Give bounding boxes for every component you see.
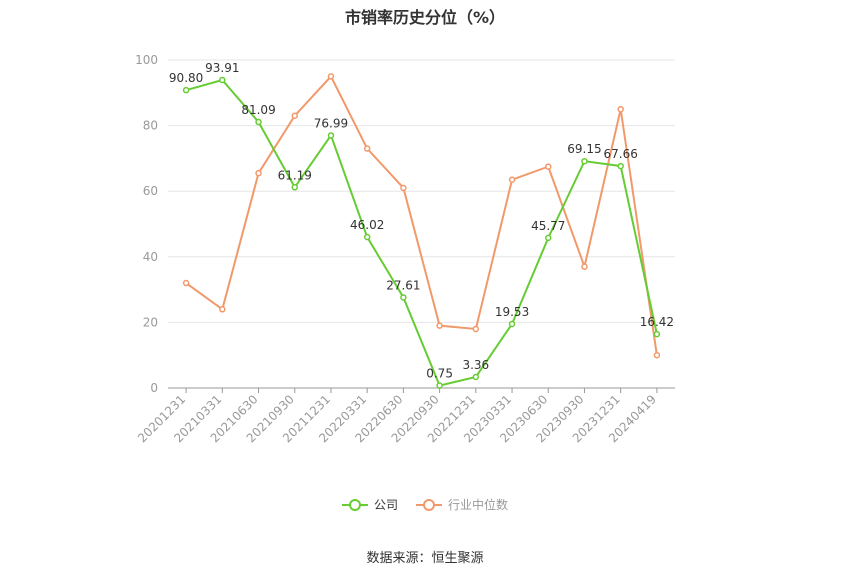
y-tick-label: 80 [143,119,158,133]
company-data-label: 46.02 [350,218,384,232]
company-point [508,320,516,328]
axis-layer: 0204060801002020123120210331202106302021… [135,53,675,445]
industry-median-point [219,306,226,313]
company-point [472,373,480,381]
company-point [653,330,661,338]
company-line [185,78,658,387]
company-data-label: 45.77 [531,219,565,233]
grid-layer [168,59,675,323]
industry-median-point [617,105,624,113]
industry-median-point [545,163,552,170]
legend-item-company[interactable]: 公司 [341,496,398,513]
industry-median-point [363,145,371,152]
company-data-label: 76.99 [314,116,348,130]
company-point [291,184,298,191]
legend-company-label: 公司 [373,498,398,512]
industry-median-point [327,73,335,80]
company-point [327,132,335,139]
company-point [363,233,371,241]
y-tick-label: 40 [143,250,158,264]
company-point [182,86,190,94]
industry-median-point [400,184,407,192]
legend-item-industry-median[interactable]: 行业中位数 [416,496,508,513]
company-point [219,76,226,84]
company-point [255,118,262,126]
y-tick-label: 60 [143,184,158,198]
company-data-label: 61.19 [278,168,312,182]
industry-median-line [185,74,658,356]
industry-median-point [291,112,298,120]
company-point [581,157,588,165]
industry-median-point [182,279,190,287]
company-data-label: 27.61 [386,278,420,292]
company-point [400,294,407,301]
industry-median-point [436,322,443,329]
company-data-label: 90.80 [169,71,203,85]
company-data-label: 69.15 [567,142,601,156]
legend: 公司 行业中位数 [0,496,850,513]
company-data-label: 3.36 [462,358,489,372]
company-data-label: 67.66 [603,147,637,161]
industry-median-point [653,351,661,359]
company-point [436,382,443,389]
industry-median-point [255,169,262,177]
company-point [545,234,552,242]
series-layer [182,73,661,389]
company-data-label: 81.09 [241,103,275,117]
industry-median-point [508,176,516,183]
y-tick-label: 0 [150,381,158,395]
company-data-label: 0.75 [426,367,453,381]
industry-median-point [581,263,588,270]
company-data-label: 93.91 [205,61,239,75]
chart-title: 市销率历史分位（%） [344,8,506,27]
legend-industry-label: 行业中位数 [448,498,509,512]
company-point [617,162,624,170]
y-tick-label: 20 [143,315,158,329]
data-source: 数据来源：恒生聚源 [366,551,484,566]
legend-company-swatch [341,498,368,512]
company-data-label: 19.53 [495,305,529,319]
legend-industry-swatch [416,498,442,512]
y-tick-label: 100 [135,53,158,67]
industry-median-point [472,325,480,333]
company-data-label: 16.42 [640,315,674,329]
